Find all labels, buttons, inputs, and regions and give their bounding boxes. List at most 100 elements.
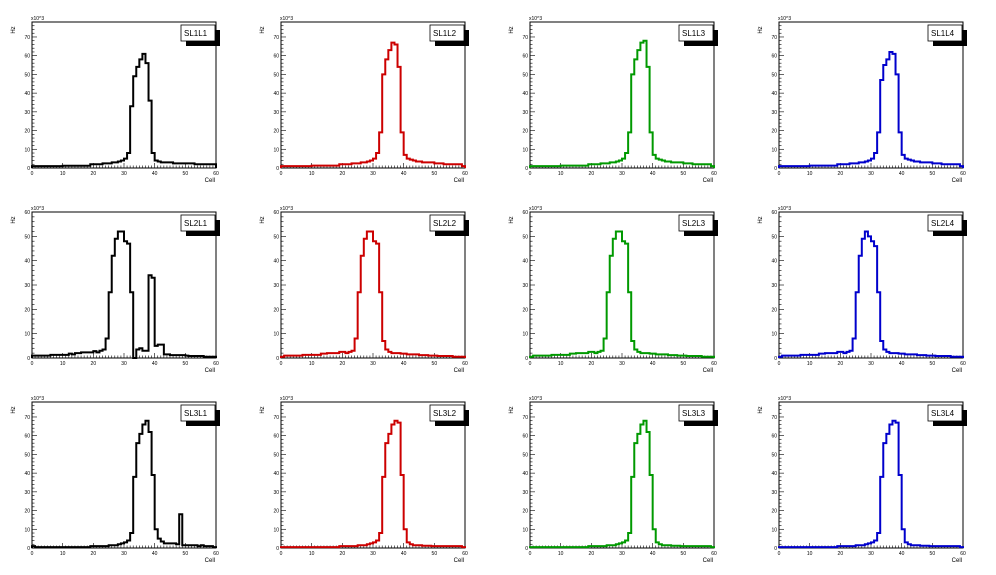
y-tick-label: 10 [273, 332, 279, 338]
y-tick-label: 10 [24, 332, 30, 338]
x-tick-label: 20 [838, 361, 844, 367]
y-tick-label: 60 [24, 210, 30, 216]
y-scale-label: x10^3 [778, 396, 791, 402]
y-tick-label: 40 [522, 471, 528, 477]
x-tick-label: 30 [121, 551, 127, 557]
y-tick-label: 70 [771, 415, 777, 421]
histogram-panel-sl3l4: 0 10 20 30 40 50 60 0 10 20 30 40 50 60 70 x10^3 Hz Cell S… [747, 380, 996, 570]
y-scale-label: x10^3 [31, 396, 44, 402]
histogram-svg: 0 10 20 30 40 50 60 0 10 20 30 40 50 60 70 x10^3 Hz Cell S… [11, 16, 220, 184]
x-tick-label: 60 [213, 551, 219, 557]
y-tick-label: 10 [522, 527, 528, 533]
y-tick-label: 60 [522, 434, 528, 440]
histogram-series-sl3l3 [529, 419, 715, 549]
x-tick-label: 40 [401, 361, 407, 367]
x-tick-label: 20 [589, 361, 595, 367]
y-tick-label: 0 [276, 356, 279, 362]
x-tick-label: 60 [960, 361, 966, 367]
y-tick-label: 30 [771, 490, 777, 496]
x-tick-label: 0 [529, 551, 532, 557]
legend-box [678, 214, 714, 232]
legend-title: SL2L4 [931, 219, 955, 228]
x-tick-label: 10 [558, 361, 564, 367]
histogram-svg: 0 10 20 30 40 50 600102030405060x10^3HzCellSL2… [509, 206, 718, 374]
x-axis-label: Cell [454, 178, 464, 184]
x-axis-label: Cell [703, 178, 713, 184]
y-tick-label: 10 [771, 147, 777, 153]
y-tick-label: 10 [522, 147, 528, 153]
y-scale-label: x10^3 [31, 206, 44, 212]
y-axis-label: Hz [509, 406, 515, 413]
y-tick-label: 10 [273, 147, 279, 153]
x-tick-label: 60 [213, 171, 219, 177]
y-scale-label: x10^3 [529, 396, 542, 402]
y-tick-label: 30 [273, 283, 279, 289]
x-tick-label: 40 [401, 171, 407, 177]
x-tick-label: 50 [930, 551, 936, 557]
x-tick-label: 0 [31, 361, 34, 367]
y-axis-label: Hz [11, 26, 17, 33]
y-tick-label: 40 [771, 471, 777, 477]
x-tick-label: 20 [589, 551, 595, 557]
x-tick-label: 0 [280, 171, 283, 177]
y-tick-label: 30 [771, 283, 777, 289]
legend-box [927, 214, 963, 232]
x-tick-label: 50 [930, 171, 936, 177]
y-tick-label: 0 [27, 166, 30, 172]
y-tick-label: 10 [273, 527, 279, 533]
legend-title: SL3L4 [931, 409, 955, 418]
y-tick-label: 60 [522, 210, 528, 216]
y-scale-label: x10^3 [529, 16, 542, 22]
x-tick-label: 30 [370, 171, 376, 177]
y-scale-label: x10^3 [778, 206, 791, 212]
x-tick-label: 30 [121, 361, 127, 367]
x-axis-label: Cell [952, 368, 962, 374]
y-tick-label: 10 [24, 147, 30, 153]
histogram-panel-sl1l4: 0 10 20 30 40 50 60 0 10 20 30 40 50 60 70 x10^3 Hz Cell S… [747, 0, 996, 190]
histogram-series-sl1l3 [529, 39, 715, 168]
legend-box [429, 214, 465, 232]
x-tick-label: 50 [183, 361, 189, 367]
legend-box [927, 404, 963, 422]
x-tick-label: 60 [711, 361, 717, 367]
histogram-svg: 0 10 20 30 40 50 600102030405060x10^3HzCellSL2… [260, 206, 469, 374]
x-tick-label: 10 [60, 171, 66, 177]
histogram-series-sl1l2 [280, 41, 466, 168]
histogram-panel-sl2l3: 0 10 20 30 40 50 60 0 10 20 30 40 50 60 x10^3 Hz Cell SL2… [498, 190, 747, 380]
y-tick-label: 70 [771, 35, 777, 41]
y-tick-label: 40 [522, 91, 528, 97]
x-tick-label: 40 [401, 551, 407, 557]
y-tick-label: 0 [774, 546, 777, 552]
y-axis-label: Hz [758, 216, 764, 223]
y-tick-label: 10 [771, 332, 777, 338]
y-tick-label: 0 [276, 546, 279, 552]
x-tick-label: 20 [340, 551, 346, 557]
x-tick-label: 0 [778, 361, 781, 367]
x-axis-label: Cell [952, 178, 962, 184]
y-tick-label: 20 [24, 509, 30, 515]
y-tick-label: 0 [525, 546, 528, 552]
legend-title: SL2L3 [682, 219, 706, 228]
x-tick-label: 20 [589, 171, 595, 177]
x-tick-label: 10 [309, 171, 315, 177]
histogram-series-sl1l1 [31, 52, 217, 168]
x-tick-label: 50 [432, 171, 438, 177]
x-tick-label: 10 [558, 171, 564, 177]
legend-title: SL2L1 [184, 219, 208, 228]
x-tick-label: 20 [838, 171, 844, 177]
y-tick-label: 40 [273, 91, 279, 97]
y-tick-label: 20 [273, 307, 279, 313]
y-scale-label: x10^3 [778, 16, 791, 22]
y-tick-label: 0 [774, 356, 777, 362]
x-tick-label: 20 [340, 171, 346, 177]
x-axis-label: Cell [205, 558, 215, 564]
x-tick-label: 10 [60, 361, 66, 367]
y-tick-label: 20 [771, 307, 777, 313]
legend-title: SL1L3 [682, 29, 706, 38]
y-tick-label: 50 [522, 452, 528, 458]
legend-box [180, 214, 216, 232]
y-tick-label: 10 [771, 527, 777, 533]
histogram-svg: 0 10 20 30 40 50 60 0 10 20 30 40 50 60 70 x10^3 Hz Cell S… [11, 396, 220, 564]
x-tick-label: 40 [152, 171, 158, 177]
y-tick-label: 20 [24, 129, 30, 135]
